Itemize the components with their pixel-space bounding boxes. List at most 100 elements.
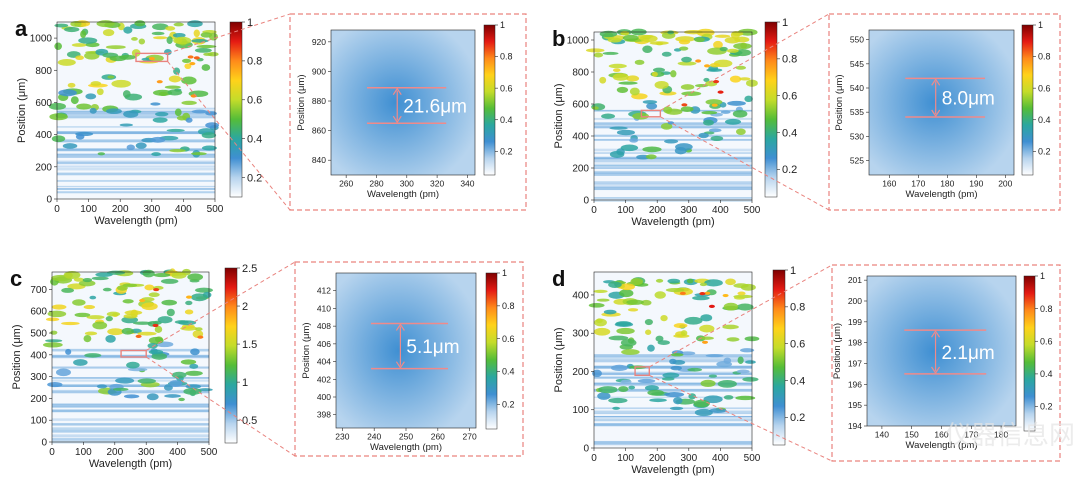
panel-c-intensity-blob xyxy=(83,304,96,310)
panel-c-intensity-blob xyxy=(171,271,187,279)
panel-c-intensity-blob xyxy=(137,378,157,384)
panel-d-inset-y-axis-label: Position (μm) xyxy=(832,323,843,379)
panel-c-background-streak xyxy=(52,436,209,438)
panel-a-intensity-blob xyxy=(151,31,165,36)
panel-a: 0 100 200 300 400 500 0 200 400 600 800 1000 Wavelen… xyxy=(15,13,527,227)
panel-c-intensity-blob xyxy=(72,299,86,306)
panel-b-background-streak xyxy=(594,197,752,199)
panel-b-intensity-blob xyxy=(670,70,677,78)
panel-d-main-colorbar-tick-label: 0.8 xyxy=(790,302,805,314)
panel-d-inset-width-label: 2.1μm xyxy=(942,343,995,364)
panel-c-background-streak xyxy=(52,384,209,387)
panel-c-intensity-blob xyxy=(122,299,134,304)
panel-d-background-streak xyxy=(594,388,752,392)
panel-d-inset-arrow-head-down xyxy=(931,366,941,374)
panel-d-intensity-blob xyxy=(647,344,655,352)
panel-b-intensity-blob xyxy=(681,56,692,63)
panel-a-main-colorbar-tick-label: 1 xyxy=(247,17,253,29)
panel-a-intensity-blob xyxy=(173,36,192,45)
panel-b-intensity-blob xyxy=(678,39,691,45)
panel-c-background-streak xyxy=(52,403,209,406)
panel-c-intensity-blob xyxy=(65,348,72,355)
panel-c-background-streak xyxy=(52,389,209,393)
panel-d-intensity-blob xyxy=(662,372,680,379)
panel-c-hot-spot xyxy=(152,323,159,328)
panel-c-inset-width-label: 5.1μm xyxy=(406,337,459,358)
panel-d-intensity-blob xyxy=(637,378,656,383)
panel-c-intensity-blob xyxy=(195,327,203,331)
panel-d-intensity-blob xyxy=(735,395,756,401)
panel-a-intensity-blob xyxy=(48,102,66,110)
panel-d-main-y-tick-label: 100 xyxy=(572,405,589,416)
panel-a-intensity-blob xyxy=(75,133,85,140)
panel-a-main-x-axis-label: Wavelength (pm) xyxy=(94,215,177,227)
panel-c-intensity-blob xyxy=(171,371,187,379)
panel-b-inset-x-tick-label: 170 xyxy=(911,179,925,189)
panel-d-intensity-blob xyxy=(657,340,670,345)
panel-b-intensity-blob xyxy=(642,146,662,153)
panel-a-inset-x-tick-label: 280 xyxy=(369,179,383,189)
panel-b-inset-field xyxy=(869,30,1014,175)
panel-d-intensity-blob xyxy=(620,379,632,384)
panel-d-letter: d xyxy=(552,266,565,291)
panel-d-intensity-blob xyxy=(598,386,618,394)
panel-d-main-y-axis-label: Position (μm) xyxy=(553,327,565,392)
panel-b-inset-y-tick-label: 535 xyxy=(850,107,864,117)
panel-d-main-x-tick-label: 400 xyxy=(712,453,729,464)
panel-c-intensity-blob xyxy=(51,304,67,310)
panel-a-main-colorbar-tick-label: 0.6 xyxy=(247,95,262,107)
panel-a-intensity-blob xyxy=(184,63,192,70)
panel-b-letter: b xyxy=(552,26,565,51)
panel-b-intensity-blob xyxy=(607,37,622,43)
panel-b-intensity-blob xyxy=(642,100,658,104)
panel-a-main-y-tick-label: 800 xyxy=(35,66,52,77)
panel-a-inset-x-axis-label: Wavelength (pm) xyxy=(367,189,439,200)
panel-a-hot-spot xyxy=(156,80,163,84)
panel-a-inset-colorbar-tick-label: 0.6 xyxy=(500,83,513,93)
panel-d-main-x-tick-label: 200 xyxy=(649,453,666,464)
panel-c-intensity-blob xyxy=(50,330,58,335)
panel-b-intensity-blob xyxy=(681,91,702,96)
panel-b-inset-colorbar-tick-label: 1 xyxy=(1038,20,1043,30)
panel-b-intensity-blob xyxy=(680,84,695,90)
panel-a-intensity-blob xyxy=(84,51,100,60)
panel-d-intensity-blob xyxy=(628,385,636,390)
panel-b-intensity-blob xyxy=(705,99,723,105)
panel-d-intensity-blob xyxy=(592,369,602,378)
panel-d-intensity-blob xyxy=(700,314,713,322)
panel-c-highlight-box xyxy=(120,349,147,358)
panel-b-intensity-blob xyxy=(727,100,746,106)
panel-a-main-colorbar-tick-label: 0.4 xyxy=(247,134,262,146)
panel-a-intensity-blob xyxy=(71,43,87,47)
panel-c-main-y-tick-label: 200 xyxy=(30,394,47,405)
panel-d-intensity-blob xyxy=(725,278,736,286)
panel-c-intensity-blob xyxy=(189,363,199,369)
panel-b-intensity-blob xyxy=(616,86,629,93)
panel-d-intensity-blob xyxy=(709,408,727,413)
panel-a-intensity-blob xyxy=(85,93,97,100)
panel-a-intensity-blob xyxy=(57,58,76,66)
panel-a-intensity-blob xyxy=(187,20,203,28)
panel-d-intensity-blob xyxy=(610,364,628,372)
panel-a-intensity-blob xyxy=(150,102,161,106)
panel-c-intensity-blob xyxy=(157,316,173,324)
panel-d-intensity-blob xyxy=(692,295,710,301)
panel-d-intensity-blob xyxy=(608,335,629,341)
panel-a-background-streak xyxy=(57,139,215,143)
panel-a-intensity-blob xyxy=(168,75,182,83)
panel-b-intensity-blob xyxy=(593,52,604,58)
panel-a-background-streak xyxy=(57,185,215,188)
panel-d-intensity-blob xyxy=(596,298,610,302)
panel-a-intensity-blob xyxy=(126,144,135,151)
panel-c-intensity-blob xyxy=(190,348,200,356)
panel-d-intensity-blob xyxy=(723,395,734,400)
panel-d-background-streak xyxy=(594,383,752,387)
panel-b-hot-spot xyxy=(704,64,711,68)
panel-c-intensity-blob xyxy=(102,287,112,292)
panel-b-hot-spot xyxy=(681,103,688,107)
panel-a-hot-spot xyxy=(187,55,194,59)
panel-b-background-streak xyxy=(594,181,752,184)
panel-c-intensity-blob xyxy=(78,280,96,287)
panel-d-inset-x-tick-label: 160 xyxy=(934,430,948,440)
panel-b-inset-axes-frame xyxy=(868,29,1015,176)
